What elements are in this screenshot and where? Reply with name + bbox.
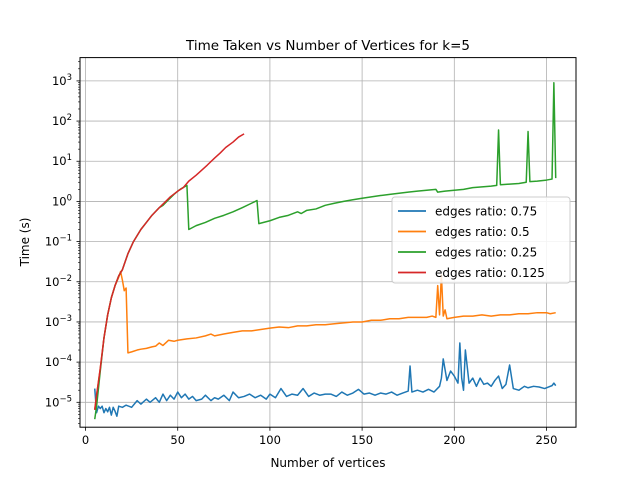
y-tick-label: 10−2: [45, 274, 72, 289]
series-line-0: [94, 342, 557, 417]
y-tick-exponent: 2: [67, 113, 72, 123]
y-tick-exponent: −4: [59, 354, 72, 364]
x-axis-label: Number of vertices: [270, 456, 385, 470]
series-layer: [94, 81, 557, 420]
series-line-3: [94, 133, 245, 410]
y-tick-label: 102: [52, 113, 72, 128]
y-tick-base: 10: [45, 395, 60, 409]
y-tick-base: 10: [45, 355, 60, 369]
y-tick-base: 10: [45, 235, 60, 249]
y-tick-base: 10: [45, 315, 60, 329]
y-tick-label: 10−5: [45, 394, 72, 409]
y-tick-exponent: 0: [67, 193, 72, 203]
y-tick-base: 10: [52, 114, 67, 128]
legend: edges ratio: 0.75 edges ratio: 0.5 edges r…: [391, 196, 571, 284]
x-tick-label: 0: [82, 433, 89, 447]
plot-area-frame: [79, 57, 577, 428]
y-tick-label: 101: [52, 153, 72, 168]
y-tick-base: 10: [52, 74, 67, 88]
x-tick-label: 250: [536, 433, 558, 447]
x-tick-label: 100: [259, 433, 281, 447]
y-axis-label: Time (s): [18, 218, 32, 268]
y-tick-exponent: 1: [67, 153, 72, 163]
y-tick-exponent: 3: [67, 73, 72, 83]
y-tick-exponent: −1: [59, 234, 72, 244]
legend-label: edges ratio: 0.5: [435, 225, 530, 239]
y-tick-exponent: −5: [59, 394, 72, 404]
y-tick-label: 10−4: [45, 354, 72, 369]
y-tick-exponent: −3: [59, 314, 72, 324]
y-tick-base: 10: [52, 194, 67, 208]
x-axis-ticks: 0 50 100 150 200 250: [82, 427, 558, 447]
chart-title: Time Taken vs Number of Vertices for k=5: [185, 38, 470, 54]
x-tick-label: 150: [351, 433, 373, 447]
y-tick-base: 10: [52, 154, 67, 168]
y-tick-label: 10−1: [45, 234, 72, 249]
legend-label: edges ratio: 0.75: [435, 205, 537, 219]
y-tick-label: 100: [52, 193, 72, 208]
x-tick-label: 50: [170, 433, 185, 447]
series-line-1: [94, 270, 556, 410]
legend-label: edges ratio: 0.25: [435, 246, 537, 260]
y-tick-label: 103: [52, 73, 72, 88]
legend-box: [391, 196, 571, 284]
x-tick-label: 200: [443, 433, 465, 447]
y-tick-label: 10−3: [45, 314, 72, 329]
legend-label: edges ratio: 0.125: [435, 266, 545, 280]
y-tick-base: 10: [45, 275, 60, 289]
y-tick-exponent: −2: [59, 274, 72, 284]
